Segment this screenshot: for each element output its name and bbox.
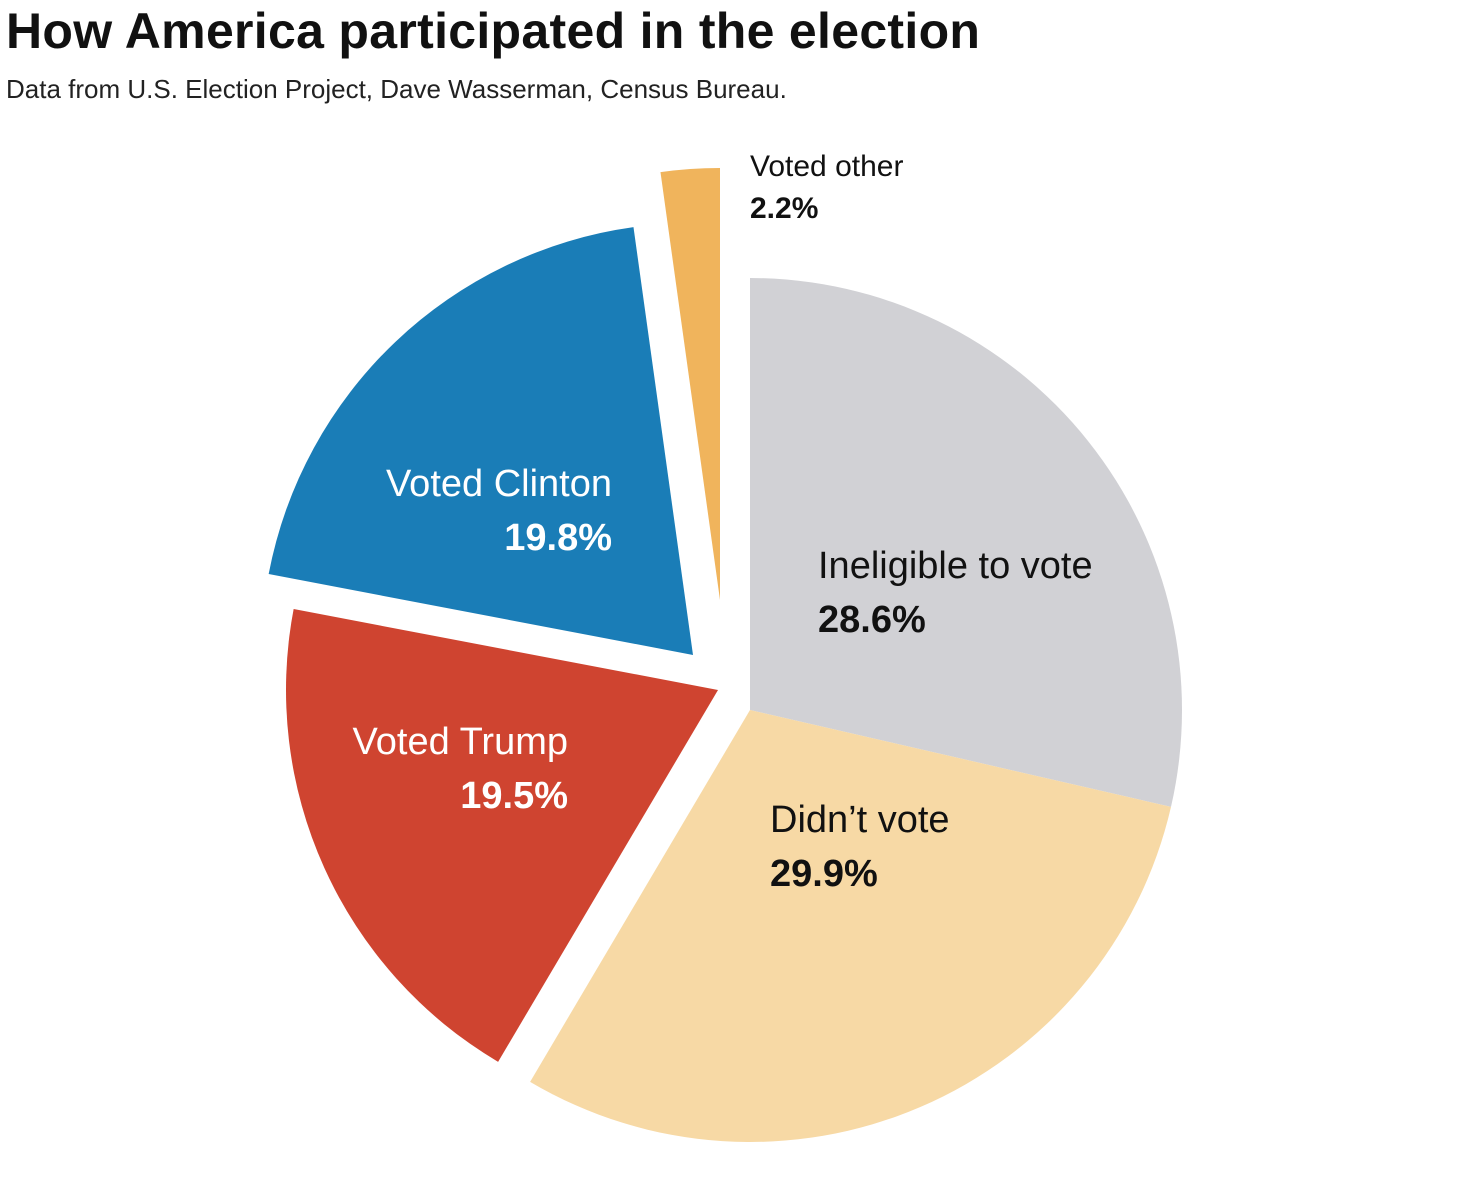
slice-value-label: 19.5% xyxy=(460,775,568,817)
slice-label: Didn’t vote xyxy=(770,799,950,841)
slice-value-label: 29.9% xyxy=(770,853,878,895)
slice-value-label: 2.2% xyxy=(750,192,818,225)
slice-label: Voted Clinton xyxy=(386,463,612,505)
slice-label: Voted other xyxy=(750,150,903,183)
slice-value-label: 19.8% xyxy=(504,517,612,559)
slice-label: Ineligible to vote xyxy=(818,545,1093,587)
slice-label: Voted Trump xyxy=(353,721,568,763)
chart-subtitle: Data from U.S. Election Project, Dave Wa… xyxy=(6,74,787,104)
pie-slice-voted-trump xyxy=(285,609,718,1062)
pie-slice-ineligible-to-vote xyxy=(750,278,1182,807)
slice-value-label: 28.6% xyxy=(818,599,926,641)
pie-slice-didn-t-vote xyxy=(530,710,1171,1142)
pie-slice-voted-other xyxy=(660,168,720,600)
chart-title: How America participated in the election xyxy=(6,3,981,59)
pie-slice-voted-clinton xyxy=(268,227,693,655)
